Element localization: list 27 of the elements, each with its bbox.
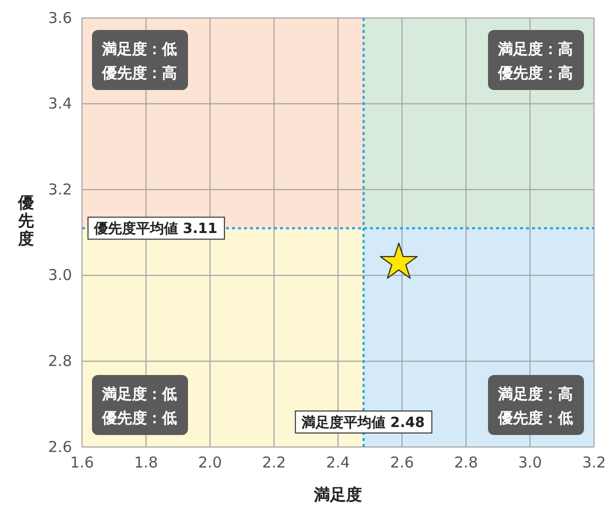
x-tick-label: 2.0 [198,454,222,472]
annotation: 優先度：低 [101,409,177,427]
ref-line-label: 満足度平均値 2.48 [300,414,425,431]
y-axis-title: 優先度 [17,193,34,248]
y-tick-label: 3.6 [48,8,72,27]
annotation: 優先度：高 [101,64,177,82]
x-tick-label: 1.8 [134,454,158,472]
y-tick-label: 3.4 [48,94,72,113]
annotation: 満足度：高 [497,385,573,403]
annotation: 優先度：高 [497,64,573,82]
x-tick-label: 3.2 [582,454,606,472]
x-axis-title: 満足度 [313,485,362,504]
y-tick-label: 3.0 [48,266,72,284]
x-tick-label: 2.8 [454,454,478,472]
x-tick-label: 2.2 [262,454,286,472]
y-tick-label: 2.6 [48,438,72,456]
annotation: 優先度：低 [497,409,573,427]
x-tick-label: 2.6 [390,454,414,472]
x-tick-label: 1.6 [70,454,94,472]
x-tick-label: 2.4 [326,454,350,472]
annotation: 満足度：低 [101,385,177,403]
y-tick-label: 3.2 [48,180,72,198]
annotation: 満足度：低 [101,40,177,58]
annotation: 満足度：高 [497,40,573,58]
ref-line-label: 優先度平均値 3.11 [93,220,218,238]
y-tick-label: 2.8 [48,352,72,370]
x-tick-label: 3.0 [518,454,542,472]
